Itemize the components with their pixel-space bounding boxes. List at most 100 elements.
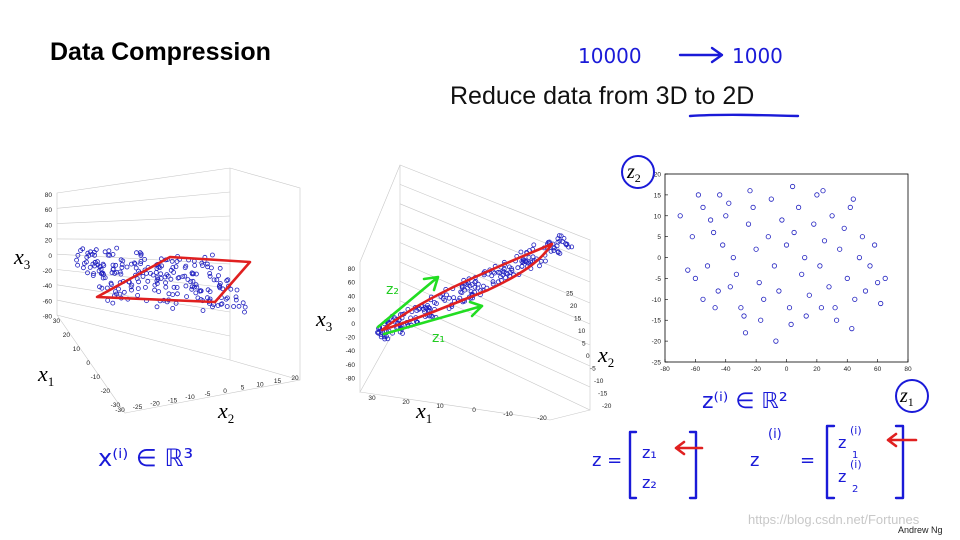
plot1-z-tick: 60 [45,207,53,214]
z1-circle [895,379,929,413]
plot1-point [118,257,124,263]
plot1-point [192,262,198,268]
plot2-y-tick: -10 [594,378,604,385]
plot1-point [114,245,120,251]
plot1-point [240,300,246,306]
plot1-x-tick: 0 [86,360,90,367]
plot2-point [400,330,405,336]
plot1-point [129,287,134,293]
svg-text:z =: z = [592,450,622,471]
plot1-point [193,290,199,296]
plot1-point [97,264,103,270]
plot1-point [225,277,231,283]
plot1-y-tick: -10 [185,394,195,401]
right-bracket-icon [894,424,905,500]
plot1-point [217,265,223,271]
plot1-point [152,282,158,288]
plot3-x-tick-label: 60 [874,366,882,373]
plot1-point [102,275,108,281]
plot1-point [205,287,211,293]
plot3-data-point [747,188,753,194]
plot2-point [558,233,564,239]
plot1-point [97,284,102,290]
plot1-z-tick: 20 [45,238,53,245]
plot3-data-point [715,288,721,294]
plot3-data-point [826,284,832,290]
plot3-y-tick-label: 0 [657,255,661,262]
plot1-point [99,285,105,291]
plot2-point [459,290,465,296]
plot2-gridline [399,261,591,346]
plot1-point [142,284,148,290]
plot1-point [98,266,104,272]
plot1-point [183,263,189,269]
plot1-point [189,286,195,292]
plot2-gridline [399,203,591,283]
plot2-point [433,301,439,307]
plot2-point [427,305,433,311]
plot2-y-tick: 5 [582,341,586,348]
svg-text:z: z [750,450,759,471]
plot1-point [114,291,119,297]
left-bracket-icon [628,430,638,500]
plot3-data-point [833,317,840,323]
plot1-point [211,277,217,283]
plot1-point [223,296,229,302]
plot1-point [188,279,194,285]
author-credit: Andrew Ng [898,525,943,535]
plot1-point [199,260,205,266]
plot1-y-tick: -20 [150,401,160,408]
plot1-point [93,247,99,253]
plot1-point [145,278,151,284]
svg-text:=: = [800,450,815,471]
vector-zi-annotation: z (i) = z (i) 1 z (i) 2 [750,424,918,500]
plot3-data-point [689,234,695,240]
plot1-point [102,249,108,255]
plot1-z-tick: -80 [43,314,53,321]
plot2-point [548,248,554,254]
plot3-data-point [802,255,808,261]
plot1-x3-label: x3 [13,244,30,272]
plot3-y-tick-label: 5 [657,234,661,241]
plot2-point [440,296,446,301]
plot2-z-tick: 20 [348,307,356,314]
plot3-y-tick-label: -10 [652,297,662,304]
plot3-data-point [821,238,828,244]
plot2-point [459,285,465,291]
plot1-z-ticks: 80 60 40 20 0 -20 -40 -60 -80 [43,192,53,321]
z2-circle [621,155,655,189]
plot1-point [135,292,141,298]
plot1-point [154,281,160,287]
plot1-y-tick: -30 [115,407,125,414]
plot1-z-tick: -40 [43,283,53,290]
plot2-x-tick: 20 [402,399,410,406]
plot1-point [216,273,221,279]
plot3-x-tick-label: -80 [660,366,670,373]
plot2-point [518,249,524,255]
plot3-x-ticks: -80 -60 -40 -20 0 20 40 60 80 [660,359,912,373]
plot1-point [174,285,180,290]
plot1-x-tick: -20 [101,388,111,395]
plot1-point [200,263,205,268]
plot1-point [170,305,176,311]
plot3-data-point [742,330,749,336]
vector-z-annotation: z = z₁ z₂ [592,430,704,500]
plot1-x-tick: 10 [73,346,81,353]
plot1-y-tick: 20 [291,375,299,382]
plot1-point [156,289,162,295]
plot1-point [155,276,161,282]
plot3-data-point [820,188,826,194]
plot1-point [100,261,106,267]
plot1-z-tick: 40 [45,222,53,229]
plot1-point [107,252,112,258]
plot2-point [490,281,496,287]
plot1-point [110,251,116,257]
plot1-point [194,284,200,290]
plot3-data-point [730,255,736,261]
plot3-data-point [852,296,858,302]
plot2-point [555,250,561,255]
plot1-point [131,260,137,266]
plot3-note: z⁽ⁱ⁾ ∈ ℝ² [702,389,788,414]
plot1-point [176,275,182,280]
plot2-point [519,264,525,269]
